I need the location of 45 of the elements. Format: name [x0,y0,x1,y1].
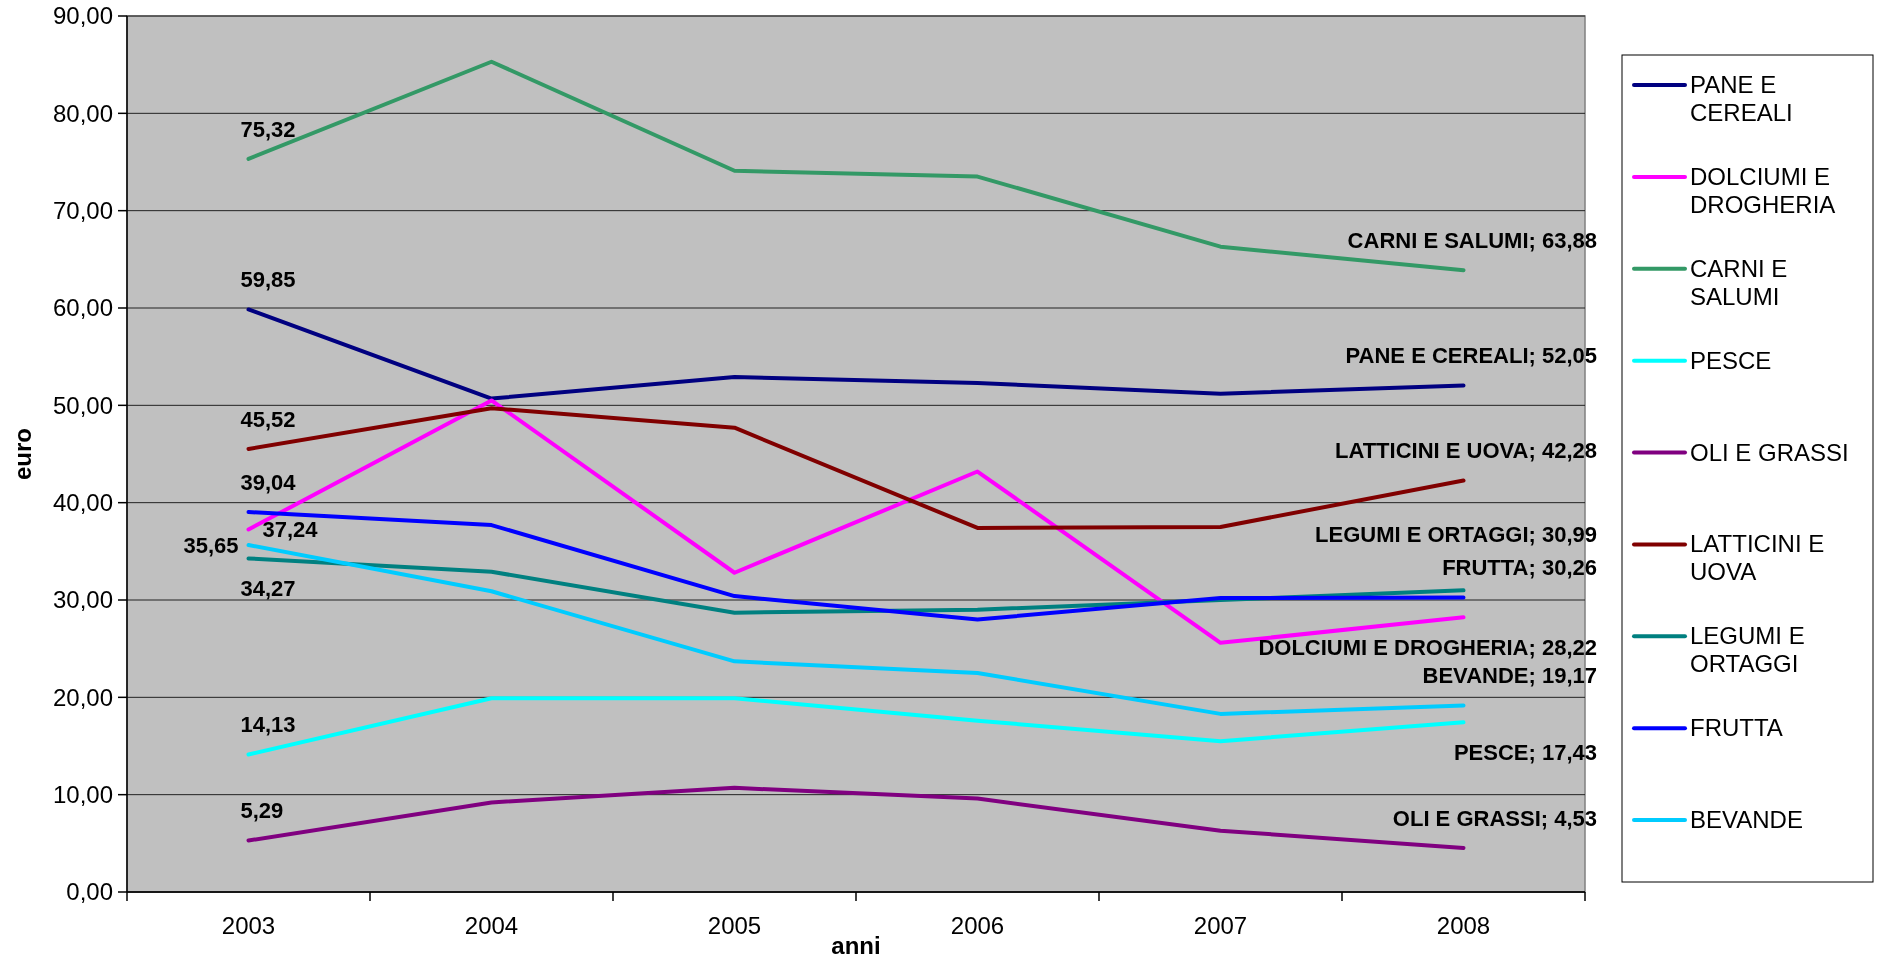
x-axis-title: anni [831,932,881,959]
data-label: FRUTTA; 30,26 [1442,555,1597,581]
data-label: 14,13 [240,712,296,738]
y-tick-label: 90,00 [52,2,113,30]
y-tick-label: 40,00 [52,489,113,517]
y-tick-label: 30,00 [52,586,113,614]
data-label: 37,24 [262,517,319,543]
data-label: 39,04 [240,469,297,495]
y-tick-label: 0,00 [66,878,113,906]
data-label: BEVANDE; 19,17 [1422,663,1597,689]
x-tick-label: 2007 [1193,912,1248,939]
legend-label: BEVANDE [1690,806,1803,834]
y-tick-label: 20,00 [52,683,113,711]
legend-label: LATTICINI E UOVA [1690,530,1825,586]
legend-label: DOLCIUMI E DROGHERIA [1690,162,1836,218]
data-label: CARNI E SALUMI; 63,88 [1347,227,1597,253]
data-label: OLI E GRASSI; 4,53 [1392,805,1597,831]
legend-label: CARNI E SALUMI [1690,254,1788,310]
data-label: 45,52 [240,406,296,432]
x-tick-label: 2004 [464,912,519,939]
data-label: 75,32 [240,116,296,142]
legend-label: FRUTTA [1690,714,1783,742]
data-label: 5,29 [240,798,284,824]
data-label: DOLCIUMI E DROGHERIA; 28,22 [1258,635,1597,661]
x-tick-label: 2006 [950,912,1005,939]
x-tick-label: 2003 [221,912,276,939]
y-axis-title: euro [9,427,37,481]
y-tick-label: 70,00 [52,197,113,225]
legend-label: PANE E CEREALI [1690,71,1793,126]
data-label: 59,85 [240,267,296,293]
legend-label: OLI E GRASSI [1690,438,1849,466]
data-label: LEGUMI E ORTAGGI; 30,99 [1315,522,1597,548]
data-label: PESCE; 17,43 [1453,740,1597,766]
data-label: PANE E CEREALI; 52,05 [1345,343,1597,369]
y-tick-label: 80,00 [52,99,113,127]
y-tick-label: 60,00 [52,294,113,322]
y-tick-label: 10,00 [52,781,113,809]
x-tick-label: 2005 [707,912,762,939]
legend-label: PESCE [1690,346,1772,374]
data-label: 34,27 [240,576,296,602]
x-tick-label: 2008 [1436,912,1491,939]
data-label: 35,65 [183,532,239,558]
legend-label: LEGUMI E ORTAGGI [1690,622,1805,678]
y-tick-label: 50,00 [52,391,113,419]
data-label: LATTICINI E UOVA; 42,28 [1334,438,1597,464]
